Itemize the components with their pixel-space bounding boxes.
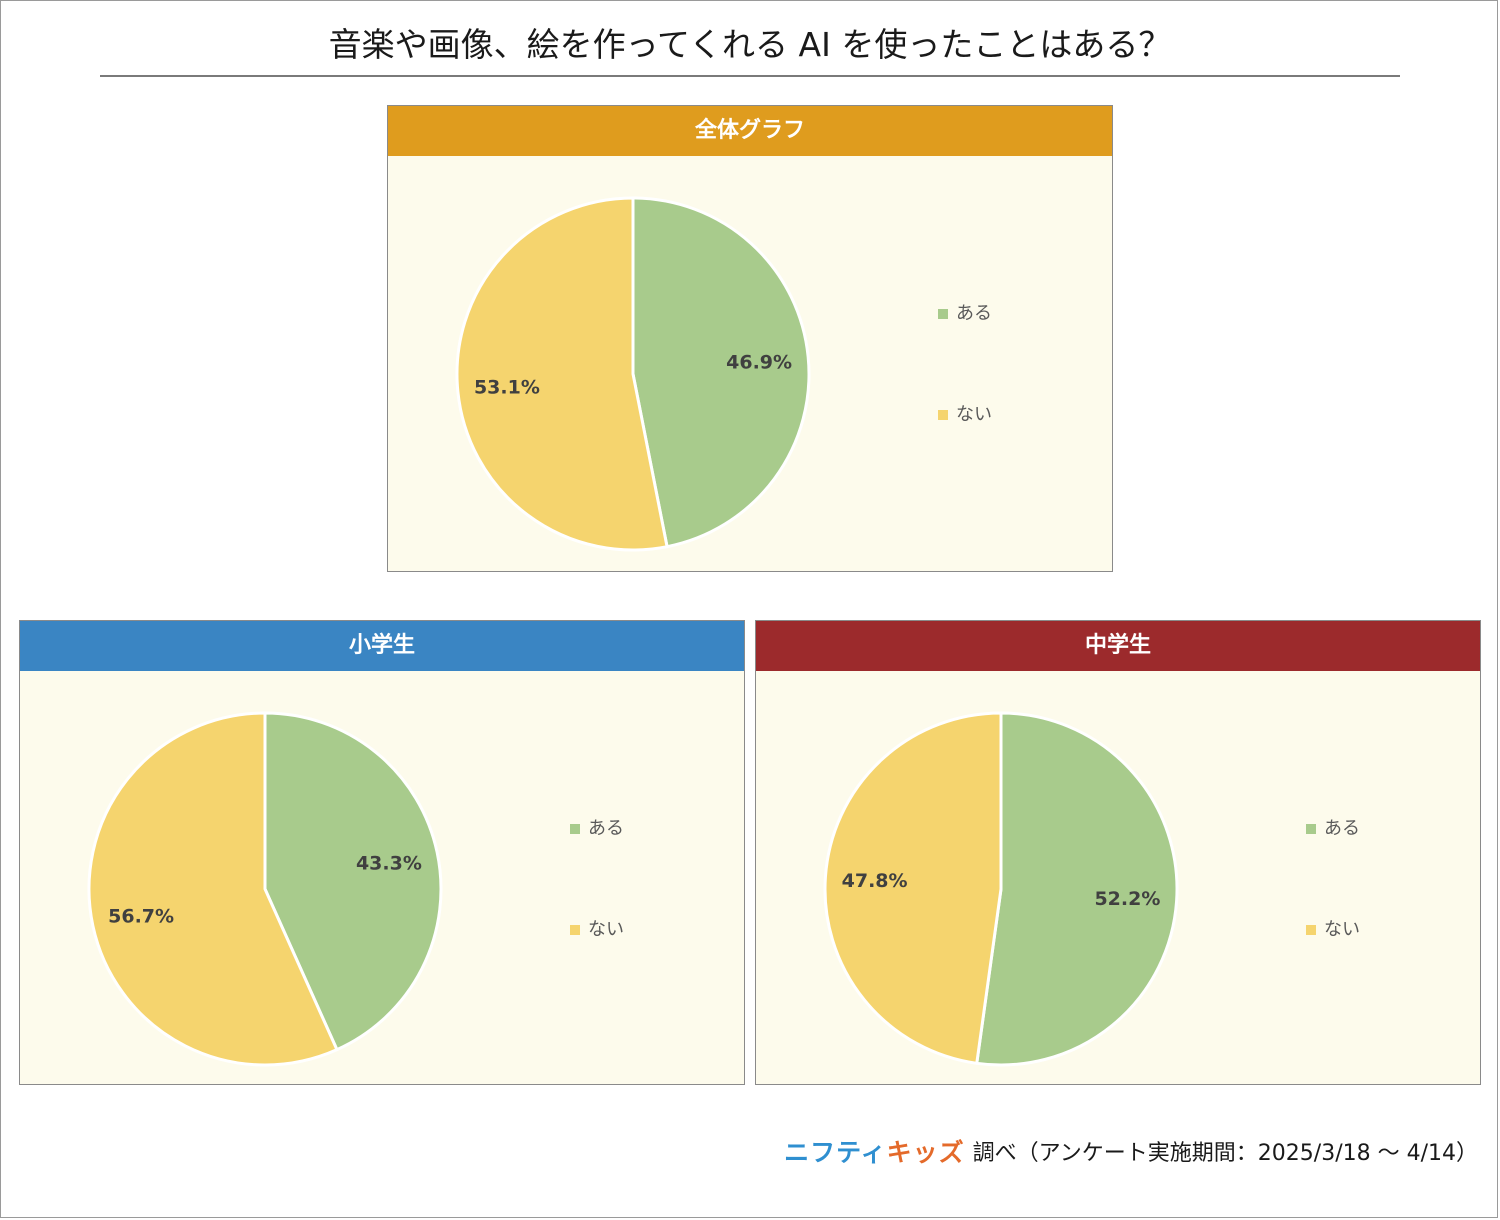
legend-swatch-nai <box>1306 925 1316 935</box>
pie-slice-aru <box>263 711 443 1052</box>
brand-logo-nifty: ニフティ <box>784 1138 887 1167</box>
slice-data-label-aru: 46.9% <box>726 352 792 374</box>
title-divider <box>100 75 1400 77</box>
legend-label-nai: ない <box>956 404 992 425</box>
overall-panel-header: 全体グラフ <box>388 106 1112 156</box>
legend-swatch-aru <box>938 309 948 319</box>
pie-slice-aru <box>975 711 1179 1067</box>
pie-slice-nai <box>87 711 339 1067</box>
legend-label-nai: ない <box>588 919 624 940</box>
footer-credit: ニフティ キッズ 調べ（アンケート実施期間：2025/3/18 ～ 4/14） <box>784 1133 1478 1169</box>
slice-data-label-nai: 53.1% <box>474 376 540 398</box>
legend-swatch-aru <box>570 824 580 834</box>
junior-high-panel-header: 中学生 <box>756 621 1480 671</box>
survey-period-text: 調べ（アンケート実施期間：2025/3/18 ～ 4/14） <box>972 1141 1478 1166</box>
pie-slice-nai <box>455 196 669 552</box>
legend-label-aru: ある <box>956 303 992 324</box>
legend-label-aru: ある <box>588 818 624 839</box>
brand-logo-kids: キッズ <box>886 1138 965 1167</box>
legend-swatch-nai <box>938 410 948 420</box>
slice-data-label-aru: 52.2% <box>1094 888 1160 910</box>
slice-data-label-aru: 43.3% <box>356 853 422 875</box>
slice-data-label-nai: 47.8% <box>842 870 908 892</box>
legend-label-aru: ある <box>1324 818 1360 839</box>
elementary-chart-panel: 小学生 43.3% 56.7% あるない <box>19 620 745 1085</box>
slice-data-label-nai: 56.7% <box>108 906 174 928</box>
legend-swatch-nai <box>570 925 580 935</box>
main-title: 音楽や画像、絵を作ってくれる AI を使ったことはある？ <box>328 25 1172 64</box>
pie-slice-aru <box>631 196 811 549</box>
legend-label-nai: ない <box>1324 919 1360 940</box>
junior-high-chart-panel: 中学生 52.2% 47.8% あるない <box>755 620 1481 1085</box>
elementary-panel-header: 小学生 <box>20 621 744 671</box>
overall-chart-panel: 全体グラフ 46.9% 53.1% あるない <box>387 105 1113 572</box>
pie-slice-nai <box>823 711 1003 1065</box>
legend-swatch-aru <box>1306 824 1316 834</box>
